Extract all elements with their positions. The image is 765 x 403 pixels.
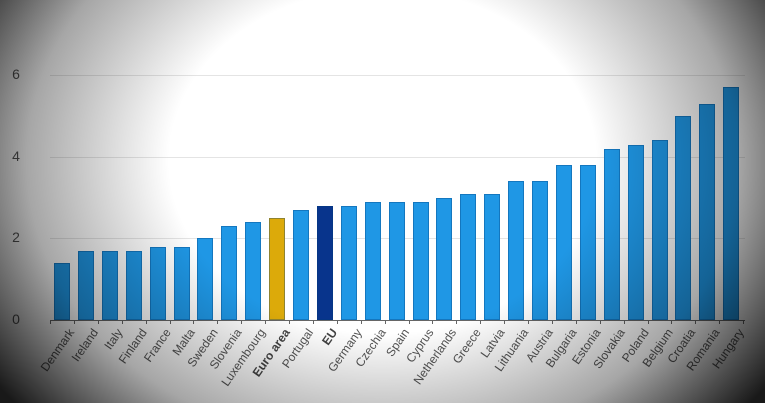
bar-belgium[interactable] bbox=[651, 140, 668, 320]
x-tick bbox=[575, 320, 577, 324]
x-tick bbox=[743, 320, 745, 324]
y-tick-label: 2 bbox=[12, 229, 20, 246]
bar-croatia[interactable] bbox=[675, 116, 692, 320]
x-tick bbox=[719, 320, 721, 324]
bar-czechia[interactable] bbox=[364, 201, 381, 320]
bar-bulgaria[interactable] bbox=[555, 164, 572, 320]
x-tick bbox=[504, 320, 506, 324]
bar-romania[interactable] bbox=[699, 103, 716, 320]
bar-cyprus[interactable] bbox=[412, 201, 429, 320]
y-tick-label: 4 bbox=[12, 147, 20, 164]
x-tick bbox=[384, 320, 386, 324]
y-tick-label: 0 bbox=[12, 311, 20, 327]
bar-ireland[interactable] bbox=[77, 250, 94, 320]
x-tick bbox=[432, 320, 434, 324]
bar-netherlands[interactable] bbox=[436, 197, 453, 320]
bar-spain[interactable] bbox=[388, 201, 405, 320]
x-tick bbox=[551, 320, 553, 324]
x-tick bbox=[145, 320, 147, 324]
x-axis-line bbox=[50, 320, 745, 321]
bar-eu[interactable] bbox=[316, 205, 333, 320]
bar-finland[interactable] bbox=[125, 250, 142, 320]
x-tick bbox=[647, 320, 649, 324]
x-tick bbox=[623, 320, 625, 324]
bar-poland[interactable] bbox=[627, 144, 644, 320]
y-tick-label: 6 bbox=[12, 66, 20, 83]
x-tick bbox=[265, 320, 267, 324]
bar-denmark[interactable] bbox=[54, 262, 70, 320]
x-tick bbox=[336, 320, 338, 324]
x-tick bbox=[695, 320, 697, 324]
bar-estonia[interactable] bbox=[579, 164, 596, 320]
x-tick bbox=[671, 320, 673, 324]
x-tick bbox=[169, 320, 171, 324]
bar-hungary[interactable] bbox=[723, 87, 740, 320]
x-tick bbox=[241, 320, 243, 324]
x-tick bbox=[217, 320, 219, 324]
bar-slovenia[interactable] bbox=[221, 226, 238, 320]
x-tick bbox=[528, 320, 529, 324]
x-tick bbox=[408, 320, 410, 324]
bar-portugal[interactable] bbox=[293, 209, 309, 320]
x-tick bbox=[456, 320, 458, 324]
bar-euro-area[interactable] bbox=[269, 218, 286, 320]
x-tick bbox=[312, 320, 314, 324]
x-tick bbox=[50, 320, 51, 324]
bar-latvia[interactable] bbox=[484, 193, 501, 320]
x-tick-label: EU bbox=[318, 326, 341, 348]
bar-italy[interactable] bbox=[101, 250, 118, 320]
bar-france[interactable] bbox=[149, 246, 166, 320]
bar-malta[interactable] bbox=[173, 246, 190, 320]
x-tick bbox=[360, 320, 362, 324]
bar-sweden[interactable] bbox=[197, 238, 214, 320]
bar-luxembourg[interactable] bbox=[245, 222, 262, 320]
x-tick bbox=[193, 320, 195, 324]
gridline bbox=[50, 75, 745, 77]
bar-germany[interactable] bbox=[340, 205, 357, 320]
x-tick bbox=[121, 320, 123, 324]
x-tick bbox=[599, 320, 601, 324]
x-tick bbox=[480, 320, 482, 324]
x-tick bbox=[289, 320, 290, 324]
x-tick bbox=[97, 320, 99, 324]
x-tick bbox=[73, 320, 75, 324]
bar-greece[interactable] bbox=[460, 193, 477, 320]
bar-austria[interactable] bbox=[532, 181, 548, 320]
bar-lithuania[interactable] bbox=[508, 181, 525, 320]
bar-slovakia[interactable] bbox=[603, 148, 620, 320]
